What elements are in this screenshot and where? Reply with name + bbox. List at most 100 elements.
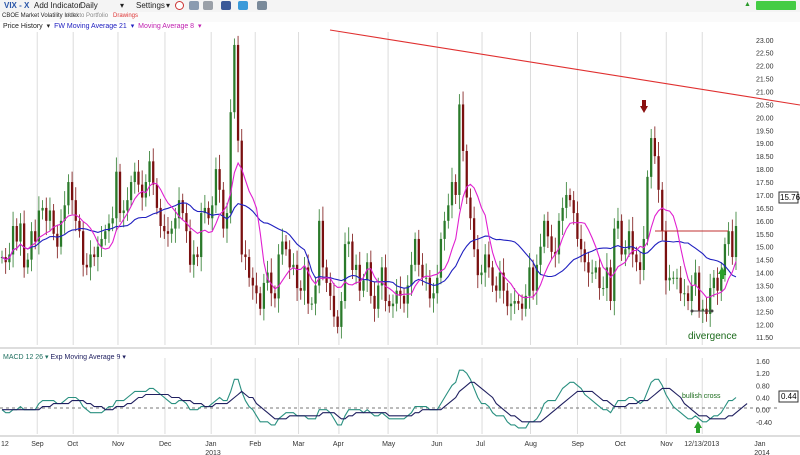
candle-body [602,288,605,290]
price-y-tick-label: 22.00 [756,64,774,71]
x-tick-label: Sep [31,441,44,448]
candle-body [657,156,660,190]
candle-body [15,226,18,242]
x-tick-label: Jan [205,441,216,448]
candle-body [354,264,358,270]
price-y-tick-label: 20.50 [756,102,774,109]
twitter-icon[interactable] [238,1,248,10]
candle-body [133,171,136,183]
x-tick-label: Nov [112,441,125,448]
candle-body [679,277,682,294]
candle-body [413,238,417,265]
price-y-tick-label: 16.00 [756,219,774,226]
x-tick-label: Oct [67,441,78,448]
macd-y-tick-label: 0.80 [756,383,770,390]
add-to-portfolio-link[interactable]: Add to Portfolio [67,13,109,19]
price-y-tick-label: 19.50 [756,128,774,135]
candle-body [605,267,609,289]
candle-body [329,282,332,296]
candle-body [425,277,428,279]
legend-ma8[interactable]: Moving Average 8 ▾ [138,23,202,30]
macd-y-tick-label: 1.60 [756,359,770,366]
candle-body [583,249,586,263]
print-icon[interactable] [189,1,199,10]
descending-trendline[interactable] [329,29,800,106]
down-arrow-icon [640,100,648,113]
facebook-icon[interactable] [221,1,231,10]
legend-ema9[interactable]: Exp Moving Average 9 ▾ [50,354,126,361]
price-y-tick-label: 13.50 [756,284,774,291]
candle-body [318,220,321,286]
price-y-tick-label: 19.00 [756,141,774,148]
candle-body [543,220,546,247]
chart-subtitle: CBOE Market Volatility Index [2,13,80,19]
candle-body [236,44,240,141]
macd-y-axis: -0.40 0.00 0.40 0.80 1.20 1.60 [756,359,772,427]
candle-body [100,238,103,247]
settings-icon[interactable] [175,1,184,10]
macd-y-tick-label: 0.40 [756,396,770,403]
candles [0,35,738,339]
candle-body [697,272,701,312]
price-y-tick-label: 12.50 [756,309,774,316]
macd-legend: MACD 12 26 ▾ Exp Moving Average 9 ▾ [3,353,126,361]
candle-body [377,285,380,309]
period-dropdown-arrow-icon[interactable]: ▾ [120,1,125,10]
candle-body [720,275,723,291]
candle-body [598,267,601,289]
x-tick-label: May [382,441,396,448]
candle-body [188,231,192,265]
candle-body [107,223,111,232]
add-indicator-button[interactable]: Add Indicator [34,1,82,10]
candle-body [229,112,232,214]
candle-body [122,210,125,214]
legend-fw-ma21[interactable]: FW Moving Average 21 ▾ [54,23,135,30]
expand-icon[interactable] [756,1,796,10]
candle-body [26,259,29,268]
candle-body [19,223,22,242]
candle-body [380,267,384,286]
candle-body [594,267,597,273]
price-y-tick-label: 15.50 [756,232,774,239]
candle-body [650,138,653,177]
drawings-link[interactable]: Drawings [113,13,139,19]
candle-body [723,244,727,276]
candle-body [259,293,262,309]
legend-macd[interactable]: MACD 12 26 ▾ [3,354,49,361]
up-arrow-icon-macd [694,421,702,433]
legend-price-history[interactable]: Price History ▾ [3,23,51,30]
last-price-tag: 15.76 [778,191,800,204]
candle-body [96,246,100,258]
price-y-tick-label: 15.00 [756,245,774,252]
symbol-label[interactable]: VIX - X [4,1,30,10]
candle-body [384,267,387,302]
candle-body [613,228,616,302]
candle-body [295,264,299,289]
candle-body [11,226,15,255]
candle-body [159,207,162,227]
candle-body [85,264,88,268]
candle-body [111,218,114,224]
candle-body [683,293,686,295]
candle-body [70,182,74,201]
macd-y-tick-label: 1.20 [756,371,770,378]
link-icon[interactable] [203,1,213,10]
candle-body [93,254,96,258]
price-y-tick-label: 14.50 [756,258,774,265]
period-dropdown[interactable]: Daily [80,1,98,10]
x-tick-label: 12/13/2013 [684,441,719,448]
mail-icon[interactable] [257,1,267,10]
price-legend: Price History ▾ FW Moving Average 21 ▾ M… [3,22,204,31]
candle-body [67,182,70,206]
candle-body [52,210,55,234]
candle-body [336,316,339,327]
candle-body [557,220,561,255]
candle-body [672,277,675,279]
candle-body [192,254,195,265]
candle-body [428,277,431,299]
settings-dropdown-arrow-icon[interactable]: ▾ [166,1,171,10]
candle-body [303,267,306,291]
candle-body [59,220,63,247]
candle-body [37,210,41,242]
settings-button[interactable]: Settings [136,1,165,10]
